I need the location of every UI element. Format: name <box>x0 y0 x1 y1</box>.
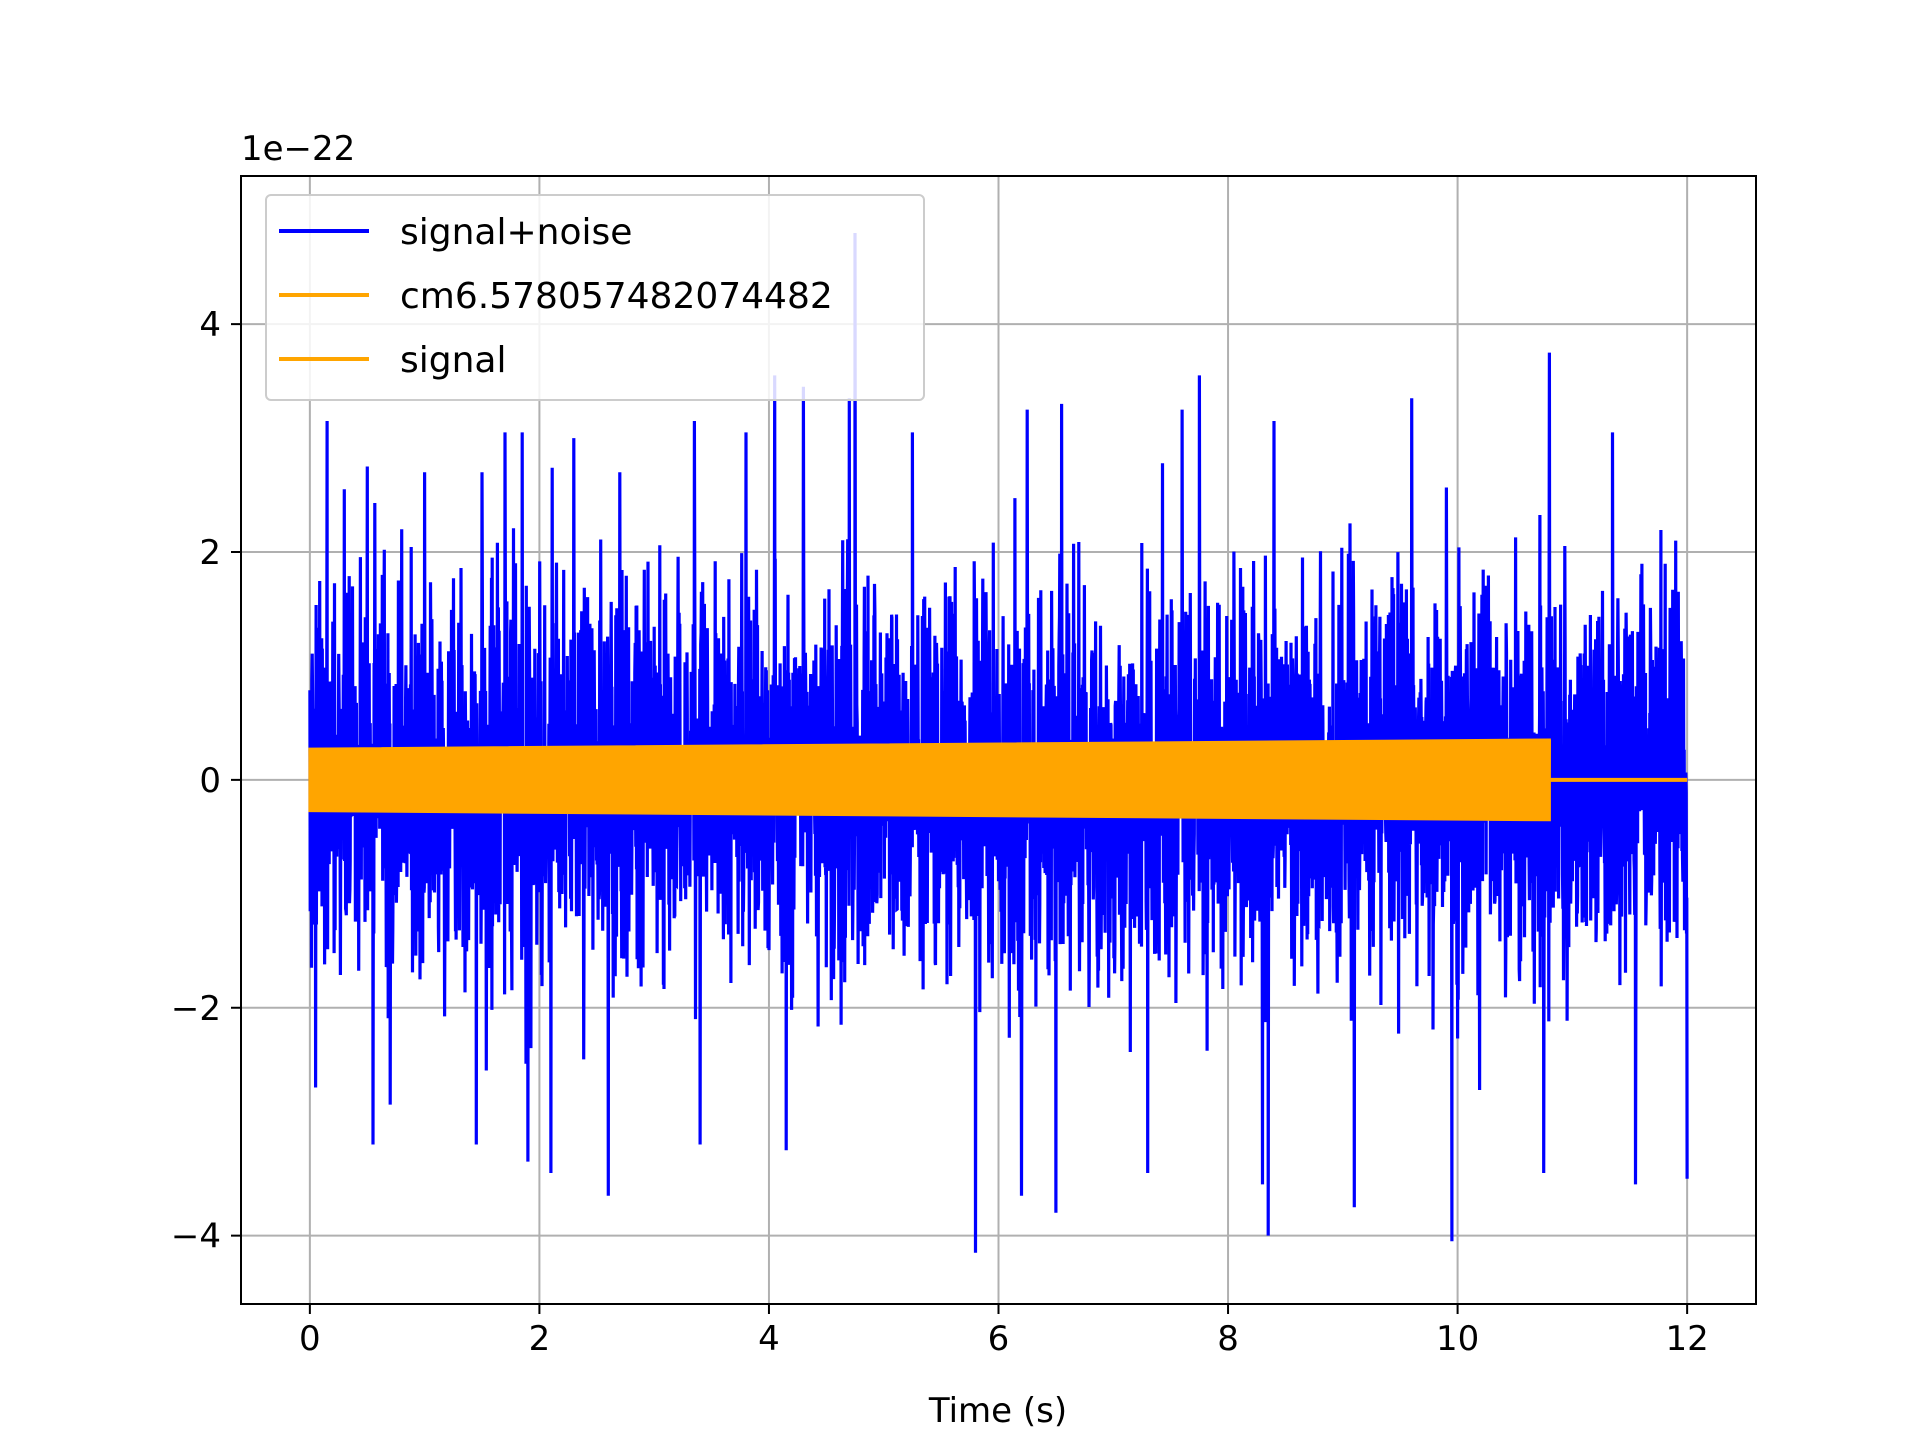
legend: signal+noise cm6.578057482074482 signal <box>265 194 925 401</box>
x-axis-ticks: 0 2 4 6 8 10 12 <box>299 1304 1709 1359</box>
x-tick-label: 0 <box>299 1319 321 1359</box>
y-tick-label: 2 <box>199 533 221 573</box>
series-line-signal-noise <box>308 232 1689 1253</box>
x-tick-label: 6 <box>988 1319 1010 1359</box>
series-band-signal <box>308 738 1551 822</box>
x-tick-label: 8 <box>1217 1319 1239 1359</box>
x-tick-label: 12 <box>1666 1319 1709 1359</box>
x-tick-label: 4 <box>758 1319 780 1359</box>
plot-area <box>308 232 1689 1253</box>
y-tick-label: 4 <box>199 305 221 345</box>
x-tick-label: 10 <box>1436 1319 1479 1359</box>
legend-box <box>265 194 925 401</box>
x-tick-label: 2 <box>529 1319 551 1359</box>
y-offset-label: 1e−22 <box>241 129 355 169</box>
y-tick-label: 0 <box>199 761 221 801</box>
x-axis-label: Time (s) <box>928 1391 1067 1431</box>
legend-label-cm: cm6.578057482074482 <box>400 276 833 317</box>
legend-label-signal: signal <box>400 340 507 381</box>
y-tick-label: −2 <box>171 989 221 1029</box>
y-axis-ticks: −4 −2 0 2 4 <box>171 305 241 1257</box>
y-tick-label: −4 <box>171 1217 221 1257</box>
legend-label-signal-noise: signal+noise <box>400 212 632 253</box>
